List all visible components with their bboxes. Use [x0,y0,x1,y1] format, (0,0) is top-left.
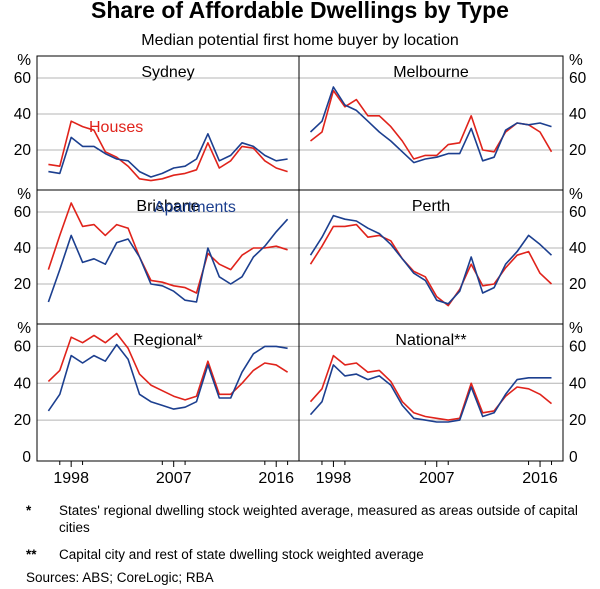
y-unit-label: % [569,52,583,69]
chart-title: Share of Affordable Dwellings by Type [91,0,509,23]
y-tick-label: 40 [14,240,32,257]
y-tick-label: 20 [569,276,587,293]
y-tick-label: 20 [14,412,32,429]
panel-label: Regional* [133,332,202,349]
y-tick-label: 0 [569,449,578,466]
x-tick-label: 2007 [419,470,455,487]
series-annotation-houses: Houses [89,119,143,136]
y-unit-label: % [17,52,31,69]
x-tick-label: 2016 [522,470,558,487]
y-tick-label: 20 [569,412,587,429]
chart-subtitle: Median potential first home buyer by loc… [141,32,459,49]
y-tick-label: 60 [14,204,32,221]
footnote-mark: * [26,503,32,518]
y-tick-label: 40 [569,106,587,123]
series-line-houses [48,120,288,182]
series-line-apartments [309,214,553,305]
y-tick-label: 40 [569,375,587,392]
footnote-text: Capital city and rest of state dwelling … [59,547,424,562]
series-line-apartments [309,86,552,164]
y-tick-label: 20 [569,142,587,159]
footnote-text: States' regional dwelling stock weighted… [59,503,578,535]
y-tick-label: 20 [14,142,32,159]
y-tick-label: 60 [569,70,587,87]
y-tick-label: 40 [569,240,587,257]
series-line-apartments [47,343,288,412]
y-unit-label: % [17,320,31,337]
series-line-houses [47,332,289,401]
panel-label: Brisbane [136,198,199,215]
y-unit-label: % [569,186,583,203]
y-unit-label: % [17,186,31,203]
panel-chart: Sydney 20 40 60% Houses Melbourne 20 40 60% Brisb… [14,52,587,487]
panel-label: Perth [412,198,450,215]
y-tick-label: 20 [14,276,32,293]
series-line-houses [47,202,288,294]
y-tick-label: 60 [14,338,32,355]
chart-frame [36,55,564,462]
series-line-apartments [48,133,288,178]
series-line-houses [309,354,553,421]
series-line-houses [309,223,553,307]
y-tick-label: 60 [569,338,587,355]
y-unit-label: % [569,320,583,337]
x-tick-label: 2016 [258,470,294,487]
y-tick-label: 60 [14,70,32,87]
panel-label: National** [395,332,466,349]
y-tick-label: 0 [22,449,31,466]
sources-note: Sources: ABS; CoreLogic; RBA [26,570,214,585]
panel-label: Melbourne [393,64,469,81]
y-tick-label: 60 [569,204,587,221]
series-line-apartments [309,364,552,423]
x-tick-label: 1998 [316,470,352,487]
series-annotation-apartments: Apartments [154,199,236,216]
panel-label: Sydney [141,64,194,81]
y-tick-label: 40 [14,106,32,123]
x-tick-label: 2007 [156,470,192,487]
y-tick-label: 40 [14,375,32,392]
series-line-apartments [47,218,289,303]
x-tick-label: 1998 [53,470,89,487]
footnote-mark: ** [26,547,37,562]
